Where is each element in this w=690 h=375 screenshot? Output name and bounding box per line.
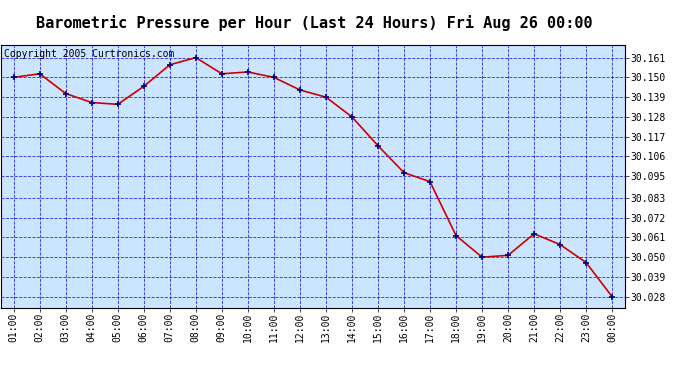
Text: Copyright 2005 Curtronics.com: Copyright 2005 Curtronics.com bbox=[4, 49, 174, 59]
Text: Barometric Pressure per Hour (Last 24 Hours) Fri Aug 26 00:00: Barometric Pressure per Hour (Last 24 Ho… bbox=[36, 15, 592, 31]
